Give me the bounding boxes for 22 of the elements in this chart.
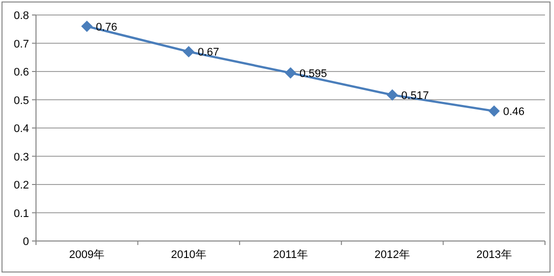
y-tick-label: 0.5: [14, 94, 29, 107]
point: [488, 106, 500, 117]
point: [285, 67, 296, 78]
y-tick-label: 0.2: [14, 180, 29, 192]
y-tick-label: 0: [22, 236, 29, 248]
x-tick-label: 2013年: [476, 249, 512, 261]
data-label: 0.46: [503, 106, 525, 118]
y-tick-label: 0.8: [14, 10, 29, 22]
x-tick-label: 2011年: [273, 249, 308, 261]
x-tick-label: 2012年: [374, 249, 410, 261]
point: [386, 89, 398, 100]
y-tick-label: 0.4: [14, 123, 29, 135]
x-tick-label: 2009年: [69, 249, 105, 261]
x-tick-label: 2010年: [170, 249, 206, 261]
y-tick-label: 0.7: [14, 38, 29, 50]
y-tick-label: 0.1: [14, 208, 29, 220]
data-label: 0.76: [96, 21, 118, 34]
data-label: 0.595: [300, 68, 328, 80]
point: [81, 20, 92, 32]
point: [183, 46, 194, 58]
y-tick-label: 0.3: [14, 151, 29, 164]
y-tick-label: 0.6: [14, 66, 29, 78]
